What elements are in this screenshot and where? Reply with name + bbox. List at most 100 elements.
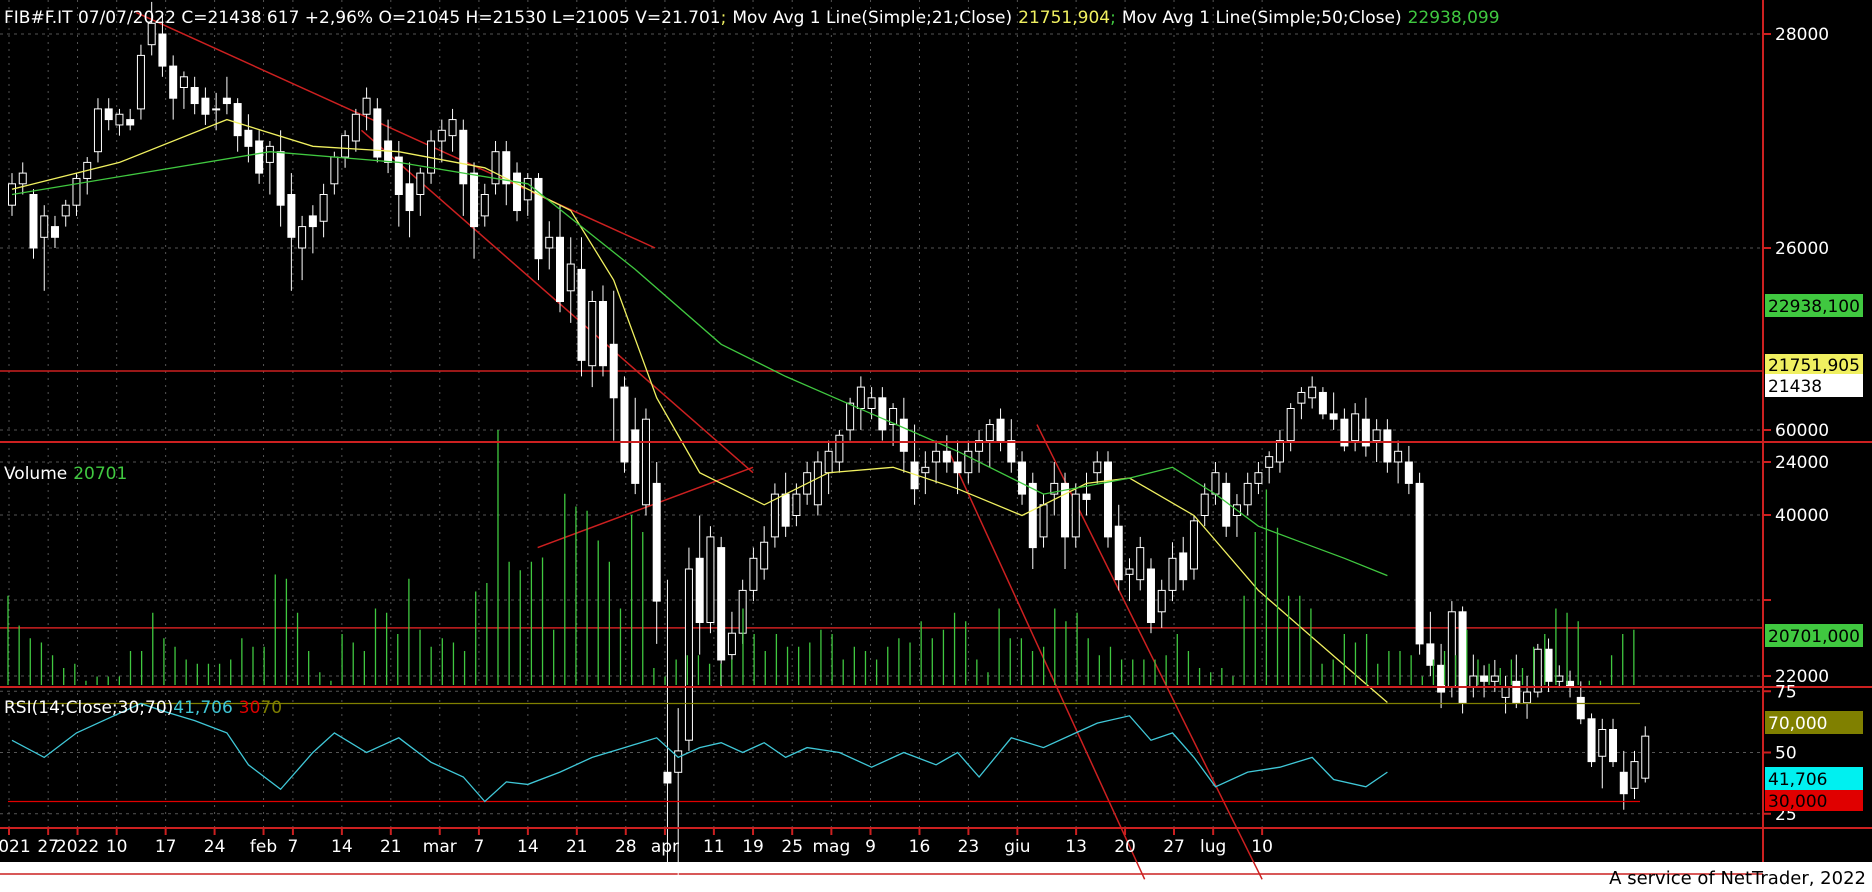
ma50-value: 22938,099 bbox=[1408, 8, 1500, 28]
candle-down bbox=[29, 194, 38, 249]
candle-down bbox=[1415, 482, 1424, 645]
candle-down bbox=[1383, 429, 1392, 463]
candle-down bbox=[620, 386, 629, 463]
candle-up bbox=[491, 151, 500, 185]
candle-up bbox=[437, 129, 446, 142]
volume-tick-label: 60000 bbox=[1775, 421, 1829, 441]
badge-close-text: 21438 bbox=[1768, 377, 1822, 397]
ma50-line bbox=[11, 151, 1388, 577]
candle-down bbox=[556, 236, 564, 302]
price-tick-label: 28000 bbox=[1775, 25, 1829, 45]
candle-up bbox=[964, 450, 973, 474]
candle-down bbox=[878, 397, 887, 431]
candle-up bbox=[448, 119, 457, 137]
candle-up bbox=[727, 632, 736, 656]
candle-up bbox=[566, 263, 575, 292]
candle-up bbox=[1243, 482, 1252, 506]
candle-up bbox=[1641, 735, 1650, 779]
candle-up bbox=[351, 113, 360, 142]
candle-up bbox=[975, 440, 984, 452]
candle-up bbox=[1125, 568, 1134, 575]
candle-up bbox=[179, 76, 188, 89]
badge-volume: 20701,000 bbox=[1765, 624, 1863, 647]
rsi-layer bbox=[8, 702, 1640, 803]
volume-header: Volume 20701 bbox=[4, 464, 127, 484]
candle-up bbox=[889, 408, 898, 426]
candle-down bbox=[244, 129, 253, 147]
trendline bbox=[948, 450, 1146, 880]
volume-layer bbox=[7, 430, 1635, 685]
candle-up bbox=[1254, 472, 1263, 484]
time-tick-label: 2021 bbox=[0, 837, 31, 857]
candle-up bbox=[792, 493, 801, 517]
candle-up bbox=[319, 194, 328, 222]
candle-down bbox=[1146, 568, 1155, 623]
candle-up bbox=[1071, 493, 1080, 538]
candle-down bbox=[598, 301, 607, 367]
candle-down bbox=[652, 482, 661, 602]
candle-up bbox=[416, 172, 425, 196]
time-tick-label: mar bbox=[423, 837, 457, 857]
candle-up bbox=[1275, 440, 1284, 463]
candle-up bbox=[674, 750, 683, 773]
rsi-value: 41,706 bbox=[173, 698, 232, 718]
candle-down bbox=[996, 418, 1005, 442]
candle-down bbox=[1061, 482, 1070, 538]
candle-down bbox=[276, 151, 285, 206]
time-tick-label: 21 bbox=[380, 837, 402, 857]
candle-down bbox=[1512, 680, 1521, 704]
candle-up bbox=[1093, 461, 1102, 474]
candle-down bbox=[50, 226, 59, 238]
candle-down bbox=[1609, 729, 1618, 763]
candle-up bbox=[1157, 589, 1166, 613]
candle-up bbox=[641, 418, 650, 506]
candle-down bbox=[899, 418, 908, 452]
candle-down bbox=[394, 156, 403, 196]
candle-up bbox=[824, 450, 833, 474]
candle-up bbox=[341, 135, 350, 158]
candle-down bbox=[1426, 643, 1435, 666]
badge-rsi70-text: 70,000 bbox=[1768, 714, 1827, 734]
time-tick-label: 27 bbox=[1163, 837, 1185, 857]
rsi-line bbox=[11, 702, 1388, 803]
candle-up bbox=[760, 541, 769, 570]
candle-up bbox=[330, 156, 339, 185]
axes-layer: 220002400026000280002021272022101724feb7… bbox=[0, 0, 1872, 862]
candle-down bbox=[1437, 664, 1446, 693]
candle-down bbox=[577, 268, 586, 361]
candle-up bbox=[1447, 611, 1456, 688]
ma21-label: Mov Avg 1 Line(Simple;21;Close) bbox=[732, 8, 1012, 28]
candle-down bbox=[373, 108, 382, 158]
candle-up bbox=[588, 301, 597, 367]
time-tick-label: 10 bbox=[1251, 837, 1273, 857]
time-tick-label: 23 bbox=[958, 837, 980, 857]
candle-up bbox=[1372, 429, 1381, 442]
candle-down bbox=[201, 97, 210, 115]
time-tick-label: 17 bbox=[155, 837, 177, 857]
footer-bar bbox=[0, 862, 1872, 888]
rsi-high: 70 bbox=[260, 698, 282, 718]
candle-up bbox=[867, 397, 876, 409]
candle-up bbox=[72, 177, 81, 206]
candle-down bbox=[631, 429, 640, 484]
candle-down bbox=[190, 87, 199, 105]
candle-up bbox=[1555, 675, 1564, 682]
candle-up bbox=[921, 466, 930, 474]
candle-down bbox=[1361, 418, 1370, 447]
candle-up bbox=[1039, 504, 1048, 538]
candle-up bbox=[115, 113, 124, 126]
time-tick-label: 10 bbox=[106, 837, 128, 857]
time-tick-label: 20 bbox=[1114, 837, 1136, 857]
ma50-label: Mov Avg 1 Line(Simple;50;Close) bbox=[1122, 8, 1402, 28]
badge-rsi30-text: 30,000 bbox=[1768, 792, 1827, 812]
time-tick-label: 16 bbox=[909, 837, 931, 857]
candle-down bbox=[104, 108, 113, 121]
time-tick-label: 7 bbox=[287, 837, 298, 857]
candle-down bbox=[126, 119, 135, 126]
candle-up bbox=[1598, 729, 1607, 757]
candle-down bbox=[1544, 648, 1553, 682]
rsi-low: 30 bbox=[239, 698, 261, 718]
candle-down bbox=[158, 33, 167, 67]
rsi-label: RSI(14;Close;30;70) bbox=[4, 698, 173, 718]
